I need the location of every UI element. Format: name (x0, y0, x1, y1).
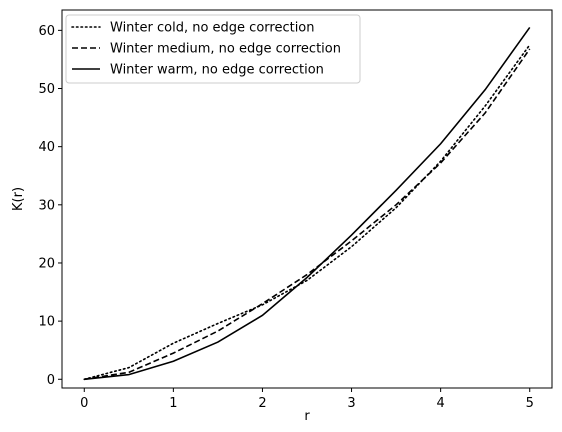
x-axis-label: r (304, 409, 310, 424)
y-tick-label: 0 (47, 373, 55, 388)
x-tick-label: 3 (347, 396, 355, 411)
legend-box (65, 14, 361, 84)
y-tick-label: 60 (38, 24, 55, 39)
y-tick-label: 30 (38, 198, 55, 213)
legend: Winter cold, no edge correction Winter me… (65, 14, 361, 84)
x-tick-label: 2 (258, 396, 266, 411)
series-line-2 (84, 48, 531, 381)
x-tick-label: 4 (436, 396, 444, 411)
series-line-3 (84, 26, 531, 381)
y-tick-label: 20 (38, 256, 55, 271)
legend-label-3: Winter warm, no edge correction (110, 63, 324, 78)
series-line-1 (83, 44, 531, 381)
series-layer (83, 26, 531, 381)
x-tick-label: 1 (169, 396, 177, 411)
x-axis: 0 1 2 3 4 5 (80, 388, 534, 411)
y-tick-label: 50 (38, 82, 55, 97)
y-axis-label: K(r) (11, 187, 26, 211)
y-axis: 0 10 20 30 40 50 60 (38, 24, 62, 388)
x-tick-label: 0 (80, 396, 88, 411)
x-tick-label: 5 (526, 396, 534, 411)
y-tick-label: 40 (38, 140, 55, 155)
legend-label-2: Winter medium, no edge correction (110, 42, 341, 57)
y-tick-label: 10 (38, 315, 55, 330)
legend-label-1: Winter cold, no edge correction (110, 21, 315, 36)
